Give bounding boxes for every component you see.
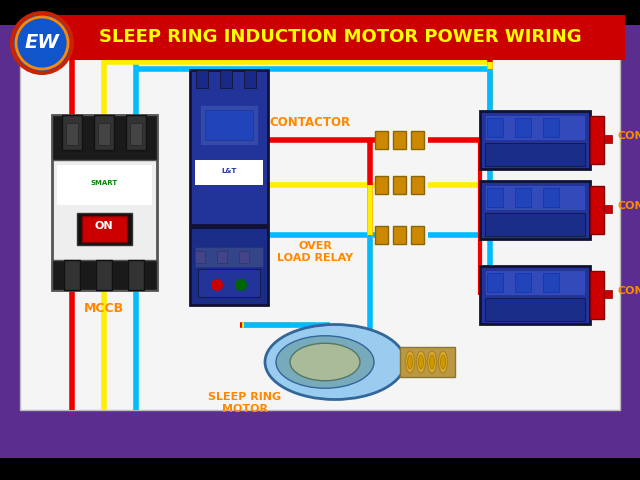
Bar: [375, 131, 388, 149]
Circle shape: [14, 15, 70, 71]
Bar: [543, 188, 559, 207]
Bar: [543, 273, 559, 292]
Bar: [190, 70, 268, 225]
Bar: [411, 131, 424, 149]
Bar: [82, 216, 127, 242]
Bar: [485, 213, 585, 236]
Bar: [195, 160, 263, 185]
Bar: [604, 290, 612, 298]
Bar: [485, 298, 585, 321]
Bar: [64, 260, 80, 290]
Ellipse shape: [417, 351, 426, 373]
Ellipse shape: [276, 336, 374, 388]
Ellipse shape: [440, 355, 445, 369]
Bar: [198, 269, 260, 297]
Ellipse shape: [406, 351, 415, 373]
Bar: [393, 176, 406, 194]
Bar: [604, 135, 612, 143]
Bar: [487, 188, 503, 207]
Circle shape: [10, 11, 74, 75]
Circle shape: [211, 279, 223, 291]
Bar: [375, 226, 388, 244]
Bar: [77, 213, 132, 245]
Text: L&T: L&T: [221, 168, 237, 174]
Text: EW: EW: [24, 34, 60, 52]
Bar: [393, 131, 406, 149]
Bar: [195, 247, 263, 267]
Bar: [543, 118, 559, 137]
Bar: [62, 115, 82, 150]
Bar: [130, 123, 142, 145]
Bar: [52, 260, 157, 290]
Bar: [480, 266, 590, 324]
Bar: [480, 111, 590, 169]
Bar: [57, 165, 152, 205]
Ellipse shape: [428, 351, 436, 373]
Bar: [411, 226, 424, 244]
Bar: [411, 176, 424, 194]
Bar: [515, 118, 531, 137]
Ellipse shape: [419, 355, 424, 369]
Bar: [393, 226, 406, 244]
Ellipse shape: [429, 355, 435, 369]
Bar: [485, 115, 585, 140]
Circle shape: [235, 279, 247, 291]
Bar: [96, 260, 112, 290]
Bar: [244, 70, 256, 88]
Text: CONTACTOR-1: CONTACTOR-1: [618, 131, 640, 141]
Bar: [217, 251, 227, 263]
Bar: [485, 185, 585, 210]
Bar: [375, 176, 388, 194]
Bar: [590, 116, 604, 164]
Ellipse shape: [408, 355, 413, 369]
Bar: [400, 347, 455, 377]
Bar: [0, 0, 640, 25]
Ellipse shape: [438, 351, 447, 373]
Bar: [604, 205, 612, 213]
Ellipse shape: [290, 343, 360, 381]
Bar: [485, 143, 585, 166]
Bar: [195, 251, 205, 263]
Bar: [52, 115, 157, 290]
Bar: [205, 110, 253, 140]
Text: OVER
LOAD RELAY: OVER LOAD RELAY: [277, 241, 353, 263]
Bar: [200, 105, 258, 145]
Bar: [487, 118, 503, 137]
Text: SLEEP RING INDUCTION MOTOR POWER WIRING: SLEEP RING INDUCTION MOTOR POWER WIRING: [99, 28, 581, 46]
Ellipse shape: [265, 324, 405, 399]
Circle shape: [18, 19, 66, 67]
Bar: [196, 70, 208, 88]
Bar: [190, 227, 268, 305]
Bar: [128, 260, 144, 290]
Bar: [52, 115, 157, 160]
Bar: [66, 123, 78, 145]
Bar: [590, 271, 604, 319]
Bar: [126, 115, 146, 150]
Text: SLEEP RING
MOTOR: SLEEP RING MOTOR: [209, 392, 282, 414]
Text: MCCB: MCCB: [84, 302, 124, 315]
Bar: [515, 188, 531, 207]
Bar: [239, 251, 249, 263]
Text: ON: ON: [95, 221, 113, 231]
Text: CONTACTOR-2: CONTACTOR-2: [618, 201, 640, 211]
Text: SMART: SMART: [90, 180, 118, 186]
Bar: [480, 181, 590, 239]
Bar: [0, 458, 640, 480]
Bar: [487, 273, 503, 292]
Bar: [55, 15, 625, 60]
Text: CONTACTOR: CONTACTOR: [269, 116, 351, 129]
Bar: [515, 273, 531, 292]
Bar: [20, 45, 620, 410]
Text: CONTACTOR-3: CONTACTOR-3: [618, 286, 640, 296]
Bar: [590, 186, 604, 234]
Bar: [485, 270, 585, 295]
Bar: [98, 123, 110, 145]
Bar: [94, 115, 114, 150]
Bar: [220, 70, 232, 88]
